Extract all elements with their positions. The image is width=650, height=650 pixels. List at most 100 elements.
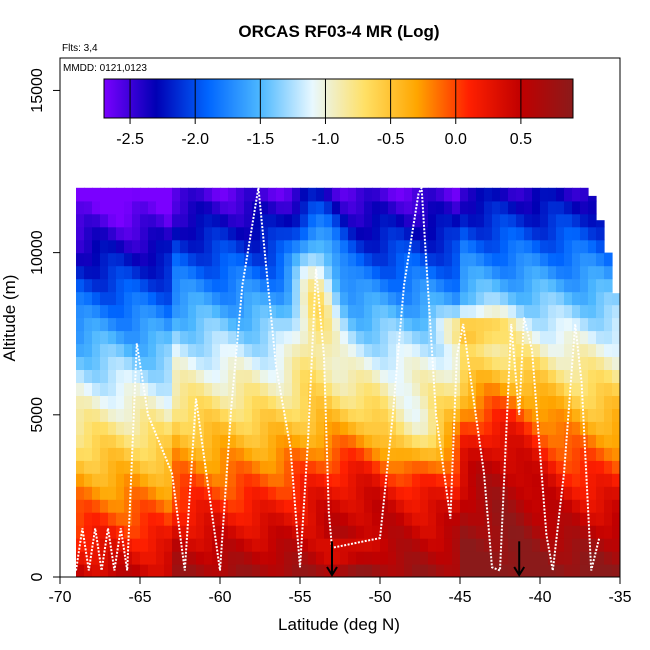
heatmap-cell	[372, 343, 381, 357]
heatmap-cell	[156, 447, 165, 461]
heatmap-cell	[364, 421, 373, 435]
heatmap-cell	[316, 278, 325, 293]
heatmap-cell	[228, 551, 237, 565]
heatmap-cell	[124, 187, 133, 202]
heatmap-cell	[100, 538, 109, 552]
heatmap-cell	[92, 512, 101, 526]
heatmap-cell	[324, 304, 333, 319]
heatmap-cell	[572, 291, 581, 306]
heatmap-cell	[188, 252, 197, 267]
heatmap-cell	[164, 317, 173, 332]
heatmap-cell	[172, 421, 181, 435]
heatmap-cell	[268, 525, 277, 539]
heatmap-cell	[524, 486, 533, 500]
heatmap-cell	[188, 265, 197, 280]
heatmap-cell	[548, 330, 557, 345]
heatmap-cell	[428, 317, 437, 332]
heatmap-cell	[196, 252, 205, 267]
heatmap-cell	[116, 226, 125, 241]
heatmap-cell	[252, 564, 261, 577]
heatmap-cell	[276, 564, 285, 577]
heatmap-cell	[356, 486, 365, 500]
heatmap-cell	[164, 369, 173, 383]
heatmap-cell	[156, 291, 165, 306]
heatmap-cell	[556, 408, 565, 422]
heatmap-cell	[596, 343, 605, 357]
heatmap-cell	[244, 278, 253, 293]
heatmap-cell	[492, 499, 501, 513]
heatmap-cell	[452, 200, 461, 215]
heatmap-cell	[372, 317, 381, 332]
heatmap-cell	[548, 499, 557, 513]
heatmap-cell	[180, 343, 189, 357]
heatmap-cell	[356, 564, 365, 577]
heatmap-cell	[364, 434, 373, 448]
heatmap-cell	[180, 421, 189, 435]
heatmap-cell	[300, 213, 309, 228]
heatmap-cell	[348, 512, 357, 526]
heatmap-cell	[172, 317, 181, 332]
heatmap-cell	[260, 343, 269, 357]
heatmap-cell	[100, 447, 109, 461]
heatmap-cell	[500, 564, 509, 577]
heatmap-cell	[468, 187, 477, 202]
heatmap-cell	[348, 434, 357, 448]
heatmap-cell	[436, 278, 445, 293]
heatmap-cell	[84, 200, 93, 215]
heatmap-cell	[292, 304, 301, 319]
heatmap-cell	[252, 434, 261, 448]
heatmap-cell	[340, 252, 349, 267]
heatmap-cell	[340, 486, 349, 500]
heatmap-cell	[228, 226, 237, 241]
heatmap-cell	[268, 551, 277, 565]
heatmap-cell	[532, 278, 541, 293]
heatmap-cell	[484, 213, 493, 228]
heatmap-cell	[444, 291, 453, 306]
heatmap-cell	[236, 317, 245, 332]
heatmap-cell	[476, 330, 485, 345]
heatmap-cell	[476, 473, 485, 487]
heatmap-cell	[172, 200, 181, 215]
heatmap-cell	[284, 408, 293, 422]
heatmap-cell	[348, 382, 357, 396]
heatmap-cell	[308, 408, 317, 422]
heatmap-cell	[116, 239, 125, 254]
heatmap-cell	[76, 187, 85, 202]
heatmap-cell	[76, 551, 85, 565]
heatmap-cell	[116, 564, 125, 577]
heatmap-cell	[108, 512, 117, 526]
heatmap-cell	[452, 551, 461, 565]
heatmap-cell	[452, 317, 461, 332]
heatmap-cell	[612, 408, 620, 422]
heatmap-cell	[300, 421, 309, 435]
heatmap-cell	[300, 304, 309, 319]
heatmap-cell	[372, 239, 381, 254]
heatmap-cell	[204, 447, 213, 461]
heatmap-cell	[172, 382, 181, 396]
heatmap-cell	[356, 187, 365, 202]
heatmap-cell	[468, 460, 477, 474]
heatmap-cell	[260, 460, 269, 474]
heatmap-cell	[372, 473, 381, 487]
heatmap-cell	[308, 447, 317, 461]
heatmap-cell	[164, 239, 173, 254]
heatmap-cell	[476, 512, 485, 526]
heatmap-cell	[348, 187, 357, 202]
x-tick-label: -40	[528, 589, 551, 606]
heatmap-cell	[132, 434, 141, 448]
heatmap-cell	[380, 499, 389, 513]
heatmap-cell	[332, 551, 341, 565]
heatmap-cell	[340, 369, 349, 383]
heatmap-cell	[100, 499, 109, 513]
heatmap-cell	[540, 473, 549, 487]
heatmap-cell	[164, 421, 173, 435]
heatmap-cell	[76, 512, 85, 526]
heatmap-cell	[228, 317, 237, 332]
heatmap-cell	[452, 395, 461, 409]
heatmap-cell	[564, 473, 573, 487]
heatmap-cell	[292, 447, 301, 461]
heatmap-cell	[148, 525, 157, 539]
heatmap-cell	[276, 278, 285, 293]
heatmap-cell	[404, 291, 413, 306]
heatmap-cell	[516, 408, 525, 422]
